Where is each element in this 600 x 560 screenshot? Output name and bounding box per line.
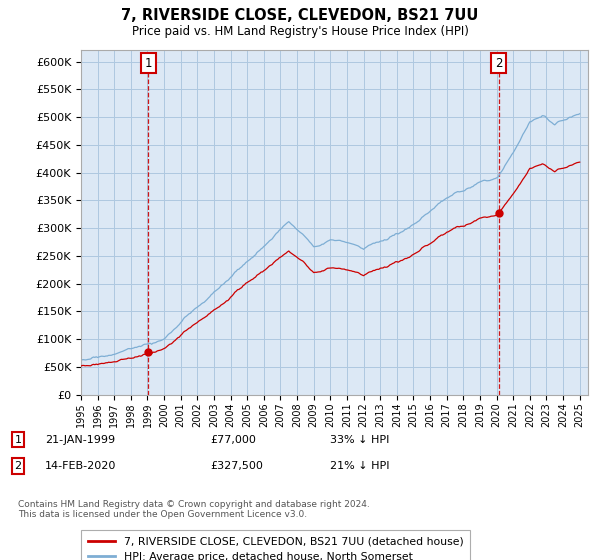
Legend: 7, RIVERSIDE CLOSE, CLEVEDON, BS21 7UU (detached house), HPI: Average price, det: 7, RIVERSIDE CLOSE, CLEVEDON, BS21 7UU (… <box>82 530 470 560</box>
Text: £327,500: £327,500 <box>210 461 263 471</box>
Text: 1: 1 <box>14 435 22 445</box>
Text: 1: 1 <box>145 57 152 69</box>
Text: Contains HM Land Registry data © Crown copyright and database right 2024.
This d: Contains HM Land Registry data © Crown c… <box>18 500 370 519</box>
Text: Price paid vs. HM Land Registry's House Price Index (HPI): Price paid vs. HM Land Registry's House … <box>131 25 469 38</box>
Text: 21% ↓ HPI: 21% ↓ HPI <box>330 461 389 471</box>
Text: 2: 2 <box>14 461 22 471</box>
Text: 21-JAN-1999: 21-JAN-1999 <box>45 435 115 445</box>
Text: 7, RIVERSIDE CLOSE, CLEVEDON, BS21 7UU: 7, RIVERSIDE CLOSE, CLEVEDON, BS21 7UU <box>121 8 479 24</box>
Text: £77,000: £77,000 <box>210 435 256 445</box>
Text: 2: 2 <box>495 57 502 69</box>
Text: 14-FEB-2020: 14-FEB-2020 <box>45 461 116 471</box>
Text: 33% ↓ HPI: 33% ↓ HPI <box>330 435 389 445</box>
